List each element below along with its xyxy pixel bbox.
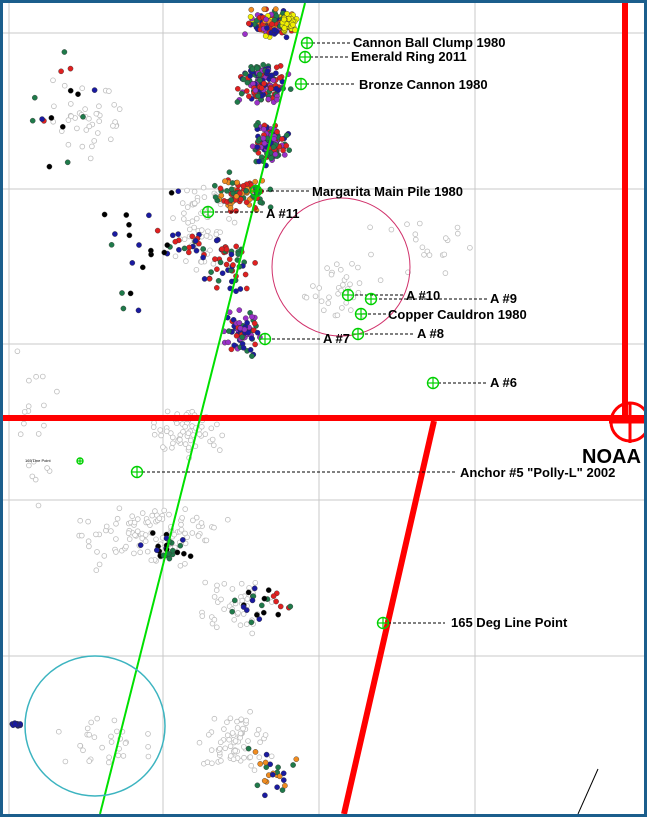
target-marker[interactable]	[351, 327, 365, 341]
target-marker[interactable]	[300, 36, 314, 50]
target-marker[interactable]	[76, 457, 84, 465]
label-anchor-5: Anchor #5 "Polly-L" 2002	[460, 465, 615, 480]
track-line	[99, 3, 306, 814]
target-marker[interactable]	[364, 292, 378, 306]
target-marker[interactable]	[258, 332, 272, 346]
label-emerald-ring: Emerald Ring 2011	[351, 49, 467, 64]
label-anchor-6: A #6	[490, 375, 517, 390]
label-bronze-cannon: Bronze Cannon 1980	[359, 77, 488, 92]
target-marker[interactable]	[201, 205, 215, 219]
label-anchor-10: A #10	[406, 288, 440, 303]
search-circle-pink	[271, 197, 411, 337]
target-marker[interactable]	[249, 184, 263, 198]
target-marker[interactable]	[298, 50, 312, 64]
label-copper-cauldron: Copper Cauldron 1980	[388, 307, 527, 322]
label-anchor-7: A #7	[323, 331, 350, 346]
scale-line	[577, 768, 599, 814]
target-labels: Cannon Ball Clump 1980 Emerald Ring 2011…	[25, 35, 641, 630]
target-marker[interactable]	[426, 376, 440, 390]
target-marker[interactable]	[130, 465, 144, 479]
label-165-deg-line-point: 165 Deg Line Point	[451, 615, 568, 630]
survey-map[interactable]: Cannon Ball Clump 1980 Emerald Ring 2011…	[3, 3, 644, 814]
label-anchor-11: A #11	[266, 206, 300, 221]
find-points	[9, 6, 473, 799]
boundary-diagonal-line	[341, 420, 437, 814]
boundary-lines	[3, 3, 644, 814]
target-marker[interactable]	[294, 77, 308, 91]
region-label-noaa: NOAA	[582, 446, 641, 468]
target-markers	[76, 36, 440, 630]
tiny-point-note: 165 Line Point	[25, 458, 51, 463]
search-circle-cyan	[24, 655, 166, 797]
label-cannon-ball-clump: Cannon Ball Clump 1980	[353, 35, 505, 50]
label-anchor-9: A #9	[490, 291, 517, 306]
target-marker[interactable]	[376, 616, 390, 630]
target-marker[interactable]	[341, 288, 355, 302]
label-margarita-main-pile: Margarita Main Pile 1980	[312, 184, 463, 199]
target-marker[interactable]	[354, 307, 368, 321]
label-anchor-8: A #8	[417, 326, 444, 341]
grid-lines	[3, 3, 644, 814]
leader-lines	[137, 42, 487, 624]
